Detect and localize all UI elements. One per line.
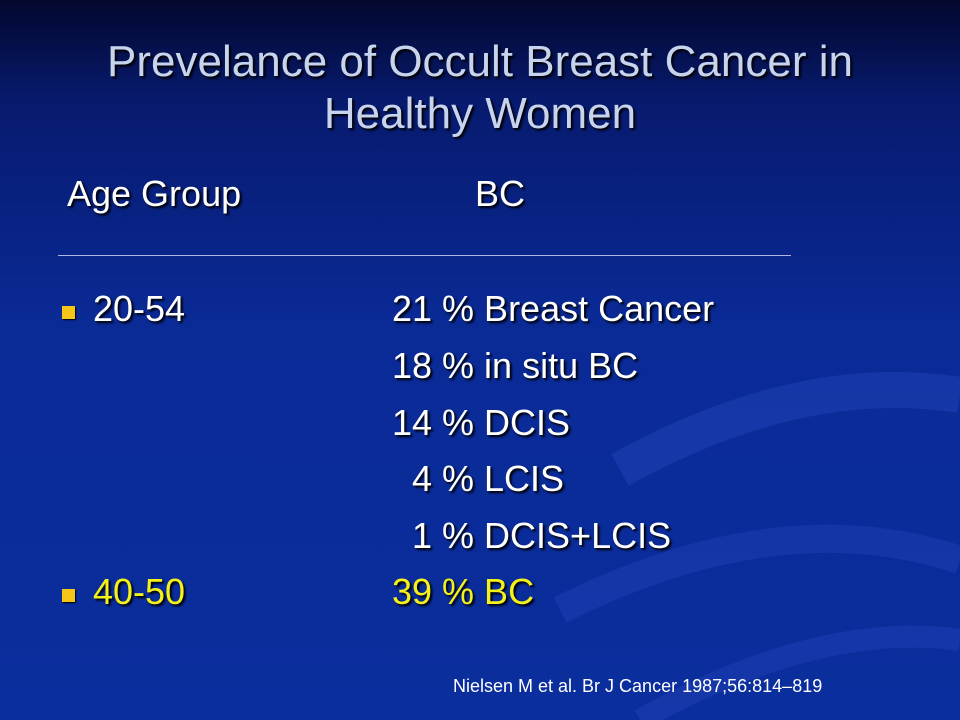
age-group-label: 40-50 [93, 571, 186, 612]
bullet-square-icon [62, 589, 75, 602]
finding-text: 14 % DCIS [392, 402, 571, 443]
bullet-square-icon [62, 306, 75, 319]
finding-text: 21 % Breast Cancer [392, 288, 715, 329]
finding-text: 18 % in situ BC [392, 345, 639, 386]
column-header-age-group: Age Group [67, 173, 242, 214]
citation: Nielsen M et al. Br J Cancer 1987;56:814… [453, 676, 823, 696]
column-header-bc: BC [475, 173, 526, 214]
finding-text: 4 % LCIS [412, 458, 565, 499]
slide-title: Prevelance of Occult Breast Cancer in He… [0, 36, 960, 140]
header-divider [58, 255, 791, 256]
title-line-1: Prevelance of Occult Breast Cancer in [107, 37, 853, 86]
title-line-2: Healthy Women [323, 89, 637, 138]
finding-text: 1 % DCIS+LCIS [412, 515, 672, 556]
age-group-label: 20-54 [93, 288, 186, 329]
finding-text: 39 % BC [392, 571, 535, 612]
